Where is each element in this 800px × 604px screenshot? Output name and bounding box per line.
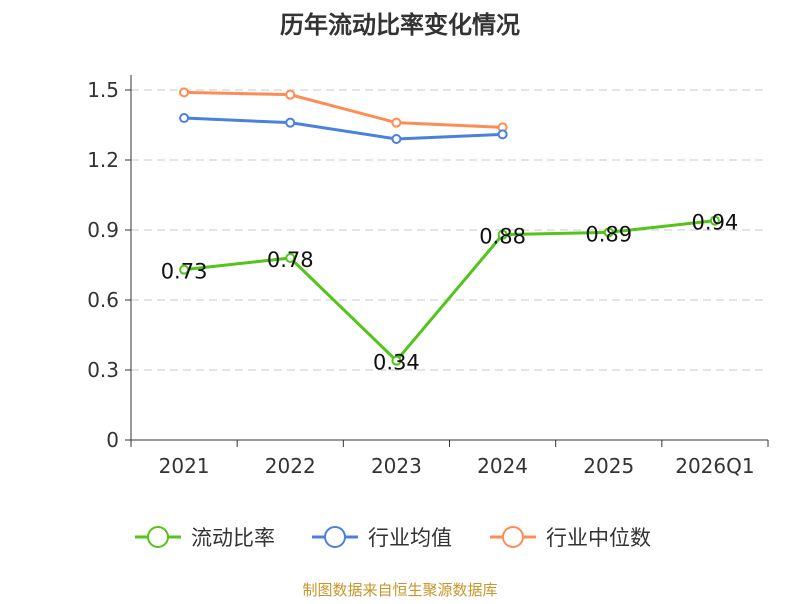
data-point (179, 264, 190, 275)
series-line-0 (183, 219, 716, 363)
y-tick-label: 1.5 (87, 78, 119, 102)
y-tick-label: 0.3 (87, 358, 119, 382)
data-label: 0.94 (692, 211, 739, 235)
data-point (391, 134, 402, 144)
data-point (497, 129, 508, 140)
series-line-2 (184, 90, 503, 129)
x-tick-label: 2025 (583, 454, 634, 478)
chart-title: 历年流动比率变化情况 (280, 11, 520, 39)
y-tick-label: 0 (106, 428, 119, 452)
data-point (709, 215, 720, 226)
data-point (603, 227, 614, 238)
data-label: 0.34 (373, 351, 420, 375)
x-tick-label: 2023 (371, 454, 422, 478)
data-point (285, 89, 296, 100)
x-tick-label: 2021 (159, 454, 210, 478)
y-tick-label: 0.6 (87, 288, 119, 312)
x-tick-label: 2022 (265, 454, 316, 478)
data-label: 0.78 (267, 248, 314, 272)
legend-label: 行业均值 (368, 526, 452, 550)
legend-label: 流动比率 (191, 526, 275, 550)
data-point (391, 355, 402, 366)
data-label: 0.73 (161, 260, 208, 284)
data-point (391, 117, 402, 128)
legend-marker (324, 526, 346, 548)
data-point (285, 117, 296, 128)
x-tick-label: 2026Q1 (675, 454, 754, 478)
y-tick-label: 1.2 (87, 148, 119, 172)
data-point (179, 113, 190, 123)
source-footer: 制图数据来自恒生聚源数据库 (302, 581, 497, 599)
data-point (179, 87, 190, 98)
data-label: 0.89 (585, 222, 632, 246)
legend-marker (502, 526, 524, 548)
data-point (285, 253, 296, 263)
y-tick-label: 0.9 (87, 218, 119, 242)
legend-marker (147, 526, 169, 548)
data-label: 0.88 (479, 225, 526, 249)
series-line-1 (184, 116, 503, 141)
x-tick-label: 2024 (477, 454, 528, 478)
data-point (497, 229, 508, 240)
legend-label: 行业中位数 (546, 526, 651, 550)
